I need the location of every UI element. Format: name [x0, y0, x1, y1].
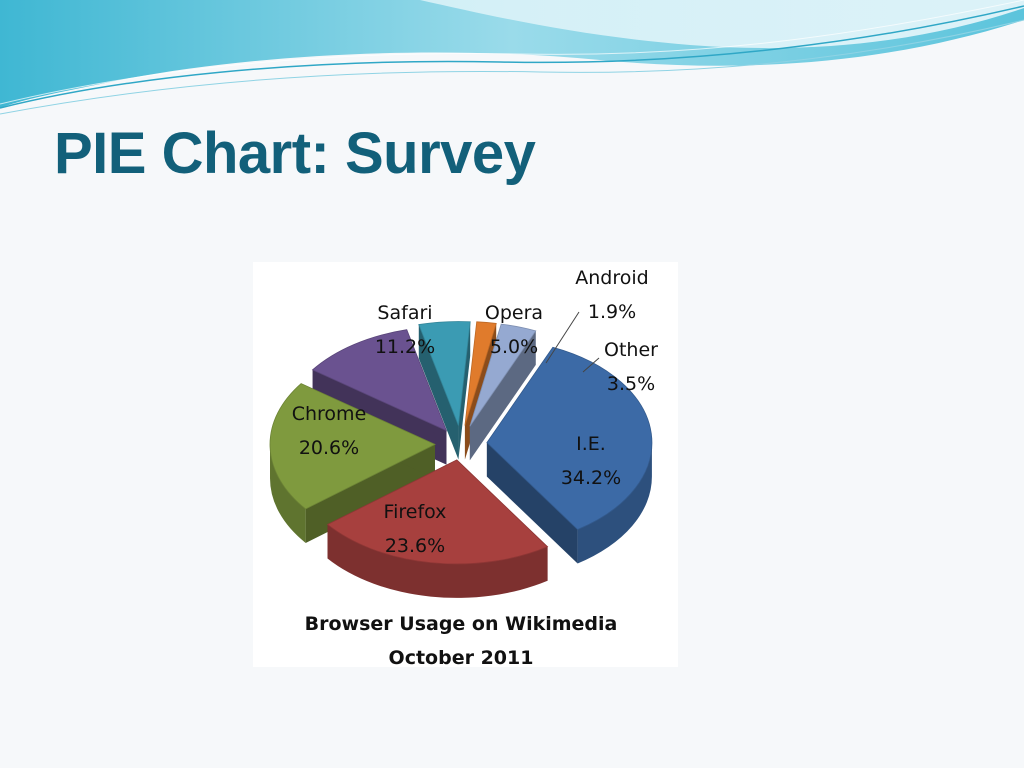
pie-slice-opera [418, 321, 471, 460]
pie-slice-side-opera [458, 321, 471, 460]
pie-slice-wall-chrome [270, 444, 306, 543]
slice-label-firefox: Firefox [384, 501, 447, 523]
pie-slice-top-firefox [326, 459, 549, 565]
slice-value-chrome: 20.6% [299, 437, 359, 459]
slice-label-chrome: Chrome [292, 403, 367, 425]
pie-slice-top-i-e [486, 346, 653, 530]
slice-label-safari: Safari [377, 302, 432, 324]
header-wave-decoration [0, 0, 1024, 115]
leader-line-android [545, 311, 580, 364]
slide-title: PIE Chart: Survey [54, 121, 536, 186]
slice-value-safari: 11.2% [375, 336, 435, 358]
pie-slice-firefox [326, 459, 549, 598]
pie-slice-top-opera [418, 321, 471, 426]
pie-slice-top-other [469, 323, 537, 427]
slice-value-other: 3.5% [607, 373, 655, 395]
pie-slice-top-android [464, 321, 497, 426]
slice-label-i-e: I.E. [576, 433, 606, 455]
pie-chart-svg: I.E. 34.2% Firefox 23.6% Chrome 20.6% Safari 11… [269, 267, 658, 667]
pie-slice-i-e [486, 346, 653, 564]
pie-slice-top-chrome [269, 383, 436, 510]
slice-label-opera: Opera [485, 302, 543, 324]
slice-value-i-e: 34.2% [561, 467, 621, 489]
pie-slice-other [469, 323, 537, 461]
chart-subtitle: October 2011 [389, 647, 534, 667]
pie-slice-side-i-e [486, 442, 578, 564]
slice-label-other: Other [604, 339, 658, 361]
slice-value-android: 1.9% [588, 301, 636, 323]
slice-label-android: Android [575, 267, 648, 289]
pie-slice-side-chrome [305, 444, 436, 543]
pie-slice-chrome [269, 383, 436, 543]
slice-value-firefox: 23.6% [385, 535, 445, 557]
chart-title: Browser Usage on Wikimedia [305, 613, 618, 635]
pie-slice-side-opera [418, 324, 459, 460]
pie-slice-wall-i-e [577, 442, 652, 564]
pie-chart: I.E. 34.2% Firefox 23.6% Chrome 20.6% Safari 11… [253, 262, 678, 667]
leader-line-other [582, 357, 600, 373]
pie-slice-top-safari [311, 329, 448, 432]
slice-value-opera: 5.0% [490, 336, 538, 358]
pie-slice-wall-firefox [327, 524, 548, 598]
pie-slice-side-other [469, 330, 536, 461]
